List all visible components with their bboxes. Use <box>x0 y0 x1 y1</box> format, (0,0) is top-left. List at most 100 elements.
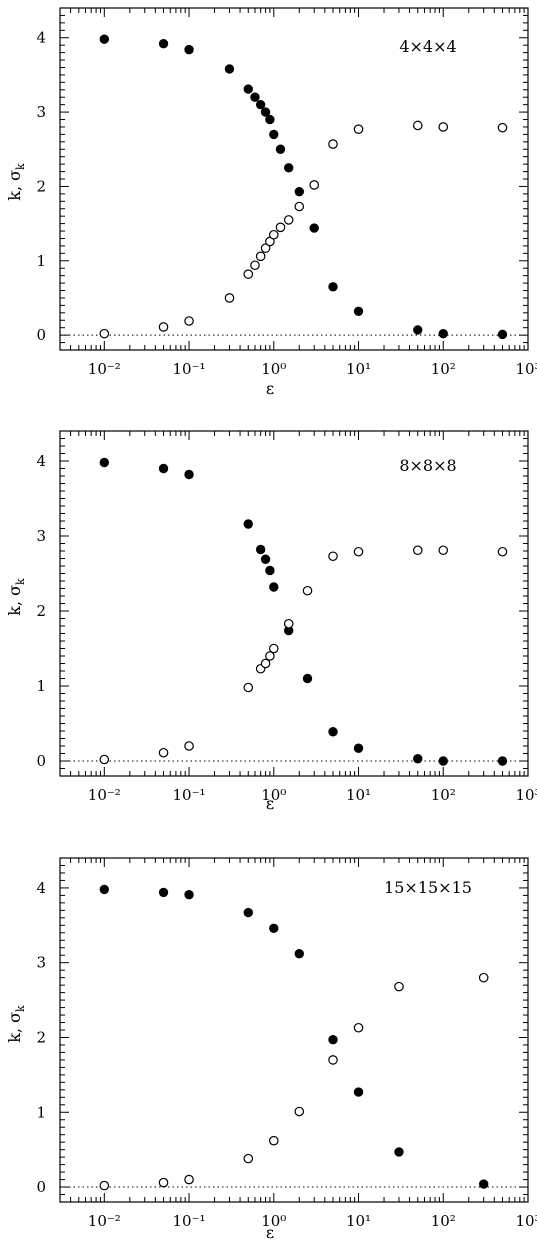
chart-3-point-filled <box>99 884 110 895</box>
chart-3-point-filled <box>294 949 304 959</box>
chart-2-point-filled <box>302 673 313 684</box>
chart-1-point-filled <box>294 186 304 197</box>
chart-1-ylabel-k: k, σ <box>5 170 24 201</box>
chart-3-point-filled <box>184 889 194 900</box>
chart-1-point-open <box>497 122 508 133</box>
chart-1-point-filled <box>497 329 508 340</box>
chart-3-point-open <box>268 1135 279 1146</box>
chart-1-xtick-label: 10⁻² <box>88 360 121 378</box>
chart-2-point-filled <box>260 554 271 564</box>
chart-1-point-filled <box>243 84 253 94</box>
chart-2-point-filled <box>184 469 194 480</box>
chart-2-point-open <box>268 643 279 654</box>
chart-3-point-open <box>353 1022 364 1033</box>
chart-3-point-open <box>184 1174 194 1185</box>
chart-1-point-filled <box>184 44 194 55</box>
chart-3-svg: 10⁻² 10⁻¹ 10⁰ 10¹ 10² 10³ 0 1 2 3 4 15×15×15 ε k, … <box>5 857 537 1242</box>
chart-2-point-open <box>438 545 449 556</box>
chart-2-point-open <box>184 741 194 751</box>
chart-2-point-open <box>158 747 169 758</box>
chart-1-point-filled <box>265 114 275 125</box>
chart-2-point-filled <box>328 727 338 737</box>
chart-2-point-filled <box>353 743 364 753</box>
chart-3-point-open <box>478 972 489 983</box>
chart-3-point-open <box>328 1055 338 1065</box>
chart-2-point-filled <box>255 544 266 555</box>
chart-1-xlabel: ε <box>266 379 274 398</box>
chart-3-xtick-label: 10³ <box>515 1212 537 1230</box>
chart-3-ytick-label: 1 <box>36 1103 46 1121</box>
chart-3-xtick-label: 10⁻² <box>88 1212 121 1230</box>
chart-2-xlabel: ε <box>266 794 274 813</box>
chart-2-xtick-label: 10⁻² <box>88 786 121 804</box>
chart-1-point-open <box>294 201 305 212</box>
chart-1-ylabel: k, σk <box>5 163 27 201</box>
chart-1-point-filled <box>260 107 271 117</box>
chart-3-point-open <box>158 1177 169 1188</box>
chart-3-point-filled <box>243 907 253 918</box>
chart-2-point-open <box>302 585 313 596</box>
chart-3-title: 15×15×15 <box>384 878 472 897</box>
chart-1-ytick-label: 3 <box>36 103 46 121</box>
chart-3-xtick-label: 10² <box>431 1212 456 1230</box>
chart-1-xtick-label: 10¹ <box>346 360 371 378</box>
chart-2-xtick-label: 10² <box>431 786 456 804</box>
chart-2-ytick-label: 2 <box>36 602 46 620</box>
chart-1-point-open <box>158 322 169 332</box>
chart-2-xtick-label: 10⁰ <box>261 786 286 804</box>
chart-1-point-filled <box>250 92 260 102</box>
chart-2-point-filled <box>243 519 253 529</box>
chart-3-point-filled <box>394 1147 404 1157</box>
chart-1-point-filled <box>269 129 279 140</box>
chart-2-ylabel: k, σk <box>5 578 27 616</box>
chart-3-ylabel-k: k, σ <box>5 1012 24 1043</box>
chart-1-point-open <box>243 269 254 279</box>
chart-panel-2: 10⁻² 10⁻¹ 10⁰ 10¹ 10² 10³ 0 1 2 3 4 8×8×8 ε k, σk <box>0 415 537 830</box>
chart-1-title: 4×4×4 <box>399 37 456 56</box>
chart-2-point-open <box>497 546 508 557</box>
chart-1-point-filled <box>275 144 286 154</box>
chart-1-frame <box>59 7 529 351</box>
chart-1-point-open <box>275 222 286 233</box>
chart-1-point-filled <box>255 99 266 110</box>
chart-3-point-open <box>394 981 404 992</box>
chart-2-point-open <box>412 545 423 556</box>
chart-3-point-filled <box>269 923 279 933</box>
chart-1-ytick-label: 0 <box>36 326 46 344</box>
chart-2-xtick-label: 10³ <box>515 786 537 804</box>
chart-3-ytick-label: 0 <box>36 1178 46 1196</box>
chart-2-xtick-label: 10⁻¹ <box>173 786 206 804</box>
chart-2-point-open <box>328 551 338 562</box>
chart-panel-1: 10⁻² 10⁻¹ 10⁰ 10¹ 10² 10³ 0 1 2 3 4 4×4×4 ε k, σk <box>0 0 537 415</box>
chart-1-point-open <box>250 260 260 271</box>
chart-2-title: 8×8×8 <box>399 456 456 475</box>
chart-3-ytick-label: 2 <box>36 1028 46 1046</box>
chart-1-point-open <box>268 229 279 240</box>
chart-3-xtick-label: 10⁰ <box>261 1212 286 1230</box>
chart-3-ylabel: k, σk <box>5 1005 27 1043</box>
chart-1-point-open <box>438 122 449 132</box>
chart-2-point-open <box>265 651 275 661</box>
chart-1-point-open <box>283 215 294 225</box>
chart-2-point-filled <box>265 565 275 576</box>
chart-1-point-filled <box>158 38 169 49</box>
chart-3-point-filled <box>158 887 169 898</box>
chart-2-point-open <box>353 546 364 557</box>
chart-3-ylabel-sub: k <box>14 1005 27 1012</box>
chart-3-frame <box>59 857 529 1203</box>
chart-2-point-filled <box>497 756 508 766</box>
chart-3-point-filled <box>328 1035 338 1045</box>
chart-2-point-filled <box>413 754 423 764</box>
chart-1-point-filled <box>328 282 338 292</box>
chart-1-xtick-label: 10⁻¹ <box>173 360 206 378</box>
chart-1-point-open <box>99 328 110 339</box>
chart-1-ytick-label: 1 <box>36 252 46 270</box>
chart-1-xtick-label: 10⁰ <box>261 360 286 378</box>
chart-2-point-filled <box>99 457 110 468</box>
chart-2-ytick-label: 3 <box>36 527 46 545</box>
chart-1-svg: 10⁻² 10⁻¹ 10⁰ 10¹ 10² 10³ 0 1 2 3 4 4×4×4 ε k, σk <box>5 7 537 398</box>
chart-3-ytick-label: 4 <box>36 879 46 897</box>
chart-2-point-filled <box>269 582 279 592</box>
chart-3-point-open <box>294 1106 305 1117</box>
chart-1-point-filled <box>353 306 364 317</box>
